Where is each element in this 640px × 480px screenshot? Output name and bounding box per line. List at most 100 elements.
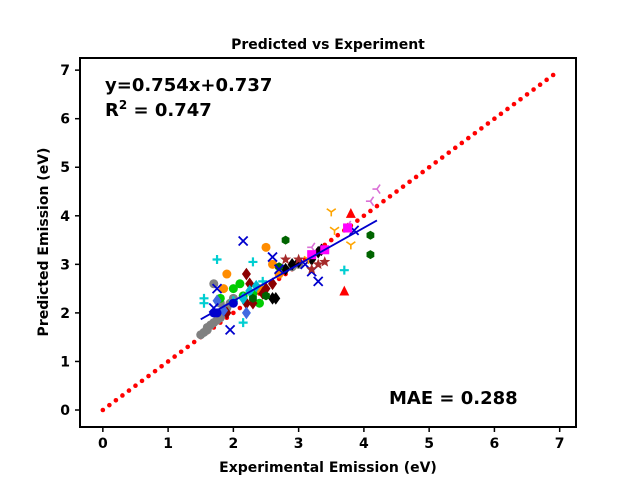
data-point xyxy=(245,277,255,291)
data-point xyxy=(209,279,219,289)
data-point xyxy=(262,291,270,301)
y-tick-label: 5 xyxy=(60,160,70,176)
data-point xyxy=(306,263,318,274)
data-point xyxy=(212,294,222,308)
identity-line-point xyxy=(531,87,536,92)
identity-line-point xyxy=(459,140,465,146)
identity-line-point xyxy=(113,397,119,403)
data-point xyxy=(224,324,236,336)
data-point xyxy=(228,284,238,294)
identity-line-point xyxy=(126,388,132,393)
identity-line-point xyxy=(400,184,406,189)
data-point xyxy=(241,296,251,310)
identity-line-point xyxy=(394,189,399,194)
data-point xyxy=(293,253,305,265)
data-point xyxy=(281,235,290,245)
identity-line-point xyxy=(178,349,184,355)
data-point xyxy=(202,325,212,335)
x-tick-label: 6 xyxy=(490,436,500,452)
y-axis: 0 1 2 3 4 5 6 7 xyxy=(60,63,80,419)
x-tick-label: 3 xyxy=(294,436,304,452)
data-point xyxy=(313,276,324,287)
data-point xyxy=(241,306,251,320)
identity-line-point xyxy=(133,383,138,389)
r-squared-label: R2 = 0.747 xyxy=(105,98,212,121)
data-point xyxy=(267,251,278,263)
data-point xyxy=(261,242,271,252)
fit-line xyxy=(200,219,378,321)
identity-line-point xyxy=(237,305,243,311)
identity-line-point xyxy=(524,92,530,97)
data-point xyxy=(366,230,375,240)
data-point xyxy=(339,285,350,296)
data-point xyxy=(268,259,278,269)
chart-title: Predicted vs Experiment xyxy=(231,37,425,53)
y-tick-label: 4 xyxy=(60,209,70,225)
y-tick-label: 1 xyxy=(60,354,70,370)
x-tick-label: 4 xyxy=(359,436,369,452)
data-point xyxy=(365,196,375,207)
data-point xyxy=(219,284,229,294)
identity-line-point xyxy=(544,77,549,83)
data-point xyxy=(372,184,381,195)
data-point xyxy=(280,253,292,265)
identity-line-point xyxy=(413,174,419,180)
data-point xyxy=(238,292,248,305)
identity-line-point xyxy=(511,101,517,107)
identity-line-point xyxy=(492,116,497,121)
data-point xyxy=(273,264,285,275)
data-point xyxy=(313,245,323,259)
identity-line-point xyxy=(139,378,145,384)
identity-line-point xyxy=(374,203,380,209)
identity-line-point xyxy=(100,407,106,413)
identity-line-point xyxy=(485,121,491,126)
identity-line-point xyxy=(165,359,171,364)
x-tick-label: 0 xyxy=(98,436,108,452)
data-point xyxy=(238,318,248,328)
data-point xyxy=(228,298,238,308)
data-point xyxy=(275,262,283,272)
data-point xyxy=(345,241,356,250)
y-tick-label: 6 xyxy=(60,112,70,128)
x-axis-title: Experimental Emission (eV) xyxy=(219,460,437,476)
identity-line-point xyxy=(446,150,452,155)
data-point xyxy=(211,283,223,294)
y-tick-label: 3 xyxy=(60,257,70,273)
identity-line-point xyxy=(407,179,412,185)
y-axis-title: Predicted Emission (eV) xyxy=(36,148,52,337)
identity-line-point xyxy=(120,393,125,398)
data-point xyxy=(343,223,353,233)
data-point xyxy=(307,250,317,260)
identity-line-point xyxy=(107,402,112,408)
data-point xyxy=(199,298,209,308)
data-point xyxy=(235,279,245,289)
identity-line-point xyxy=(231,310,236,316)
data-point xyxy=(345,207,356,218)
data-point xyxy=(238,235,249,247)
identity-line-point xyxy=(328,237,334,243)
data-point xyxy=(254,298,264,308)
identity-line-point xyxy=(433,160,438,165)
data-point xyxy=(251,279,261,293)
data-point xyxy=(312,258,324,270)
x-tick-label: 5 xyxy=(424,436,434,452)
data-point xyxy=(268,277,278,291)
identity-line-point xyxy=(152,368,158,374)
identity-line-point xyxy=(191,339,197,345)
data-point xyxy=(222,269,232,279)
data-point xyxy=(212,254,222,264)
identity-line-point xyxy=(537,82,543,88)
y-tick-label: 7 xyxy=(60,63,70,79)
identity-line-point xyxy=(479,126,484,131)
identity-line-point xyxy=(505,106,510,112)
identity-line-point xyxy=(420,169,425,175)
identity-line-point xyxy=(472,130,478,136)
x-tick-label: 1 xyxy=(163,436,173,452)
identity-line-point xyxy=(426,164,432,170)
identity-line-point xyxy=(185,344,190,350)
identity-line-point xyxy=(368,208,373,214)
identity-line-point xyxy=(387,194,393,199)
data-point xyxy=(329,226,340,235)
identity-line-point xyxy=(518,96,523,102)
